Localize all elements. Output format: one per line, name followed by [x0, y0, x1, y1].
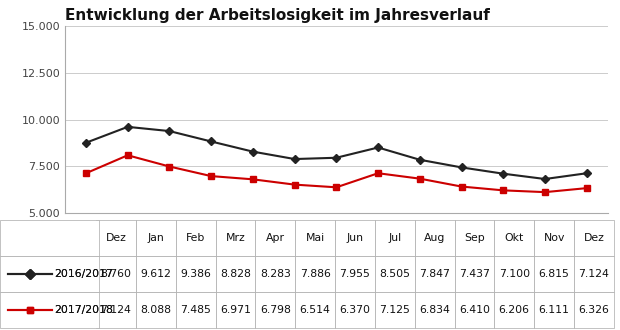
Text: 2017/2018: 2017/2018 [55, 305, 113, 315]
Text: Entwicklung der Arbeitslosigkeit im Jahresverlauf: Entwicklung der Arbeitslosigkeit im Jahr… [65, 8, 490, 23]
Text: 2017/2018: 2017/2018 [55, 305, 113, 315]
FancyBboxPatch shape [0, 292, 99, 328]
Text: 2016/2017: 2016/2017 [55, 269, 113, 279]
FancyBboxPatch shape [0, 220, 99, 256]
Text: 2016/2017: 2016/2017 [55, 269, 113, 279]
FancyBboxPatch shape [0, 256, 99, 292]
